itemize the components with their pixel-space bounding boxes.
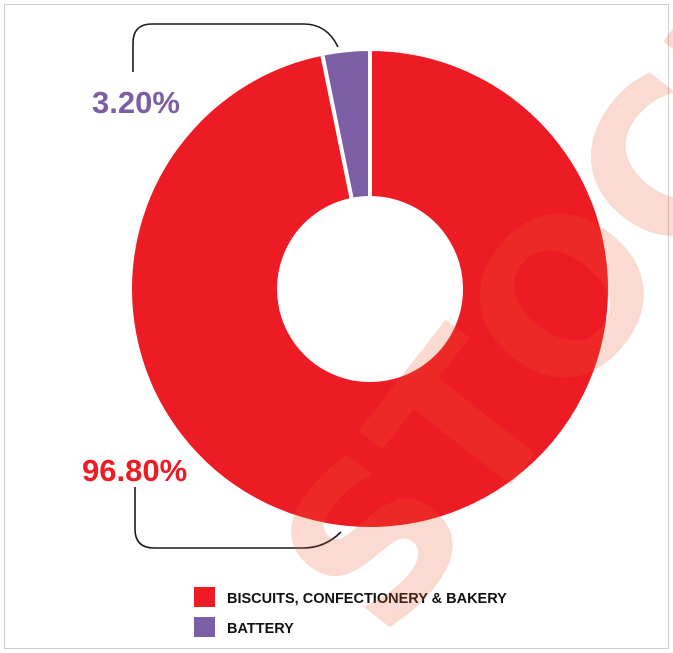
biscuits-percent-label: 96.80% [82,453,187,488]
legend-label-battery: BATTERY [227,621,294,637]
legend-swatch-battery [194,617,215,637]
battery-percent-label: 3.20% [92,85,180,120]
legend-swatch-biscuits [194,587,215,607]
